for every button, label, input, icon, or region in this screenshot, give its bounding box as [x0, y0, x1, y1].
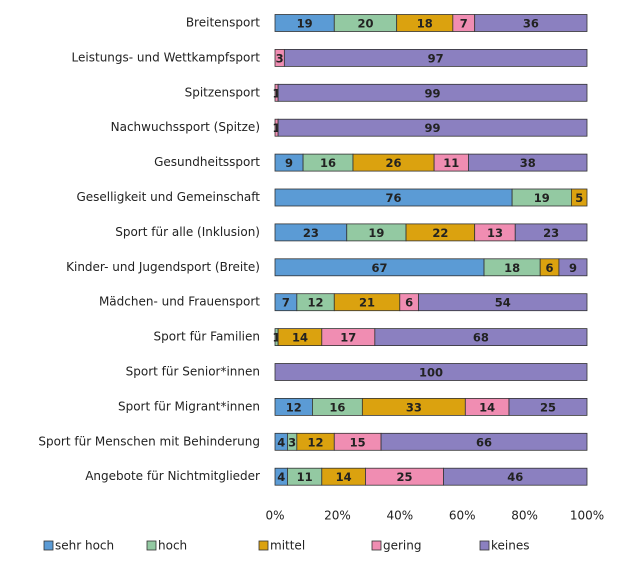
bar-segment: [443, 467, 588, 486]
y-tick-label: Sport für Senior*innen: [126, 365, 260, 379]
y-tick-label: Sport für Migrant*innen: [118, 399, 260, 413]
bar-segment: [277, 118, 588, 137]
x-tick-label: 80%: [511, 509, 538, 523]
bar-segment: [380, 432, 588, 451]
legend-swatch: [479, 540, 490, 551]
value-label: 33: [406, 400, 422, 414]
value-label: 4: [277, 435, 285, 449]
y-tick-label: Sport für Familien: [154, 330, 260, 344]
value-label: 1: [273, 121, 281, 135]
legend-swatch: [258, 540, 269, 551]
value-label: 26: [386, 156, 402, 170]
y-tick-label: Sport für alle (Inklusion): [115, 225, 260, 239]
bar-segment: [468, 153, 588, 172]
y-tick-label: Nachwuchssport (Spitze): [111, 120, 260, 134]
value-label: 54: [495, 296, 511, 310]
value-label: 76: [386, 191, 402, 205]
value-label: 66: [476, 435, 492, 449]
value-label: 99: [425, 86, 441, 100]
value-label: 14: [292, 331, 308, 345]
value-label: 38: [520, 156, 536, 170]
legend-label: gering: [383, 539, 422, 553]
value-label: 16: [329, 400, 345, 414]
value-label: 46: [507, 470, 523, 484]
value-label: 1: [273, 331, 281, 345]
value-label: 19: [534, 191, 550, 205]
bar-segment: [274, 363, 588, 381]
bar-segment: [508, 397, 588, 416]
value-label: 17: [340, 331, 356, 345]
value-label: 21: [359, 296, 375, 310]
value-label: 11: [443, 156, 459, 170]
bar-segment: [474, 14, 588, 32]
value-label: 19: [368, 226, 384, 240]
x-tick-label: 40%: [386, 509, 413, 523]
value-label: 22: [432, 226, 448, 240]
bar-segment: [283, 49, 588, 67]
value-label: 1: [273, 86, 281, 100]
legend-swatch: [371, 540, 382, 551]
value-label: 5: [575, 191, 583, 205]
value-label: 25: [396, 470, 412, 484]
bar-segment: [571, 188, 588, 207]
legend-label: mittel: [270, 539, 305, 553]
value-label: 9: [569, 261, 577, 275]
y-tick-label: Kinder- und Jugendsport (Breite): [66, 260, 260, 274]
value-label: 97: [428, 51, 444, 65]
value-label: 4: [277, 470, 285, 484]
value-label: 14: [336, 470, 352, 484]
legend-swatch: [43, 540, 54, 551]
x-tick-label: 0%: [265, 509, 284, 523]
value-label: 14: [479, 400, 495, 414]
value-label: 12: [286, 400, 302, 414]
bar-segment: [418, 293, 588, 312]
value-label: 16: [320, 156, 336, 170]
x-tick-label: 60%: [449, 509, 476, 523]
value-label: 3: [276, 51, 284, 65]
value-label: 3: [288, 435, 296, 449]
y-tick-label: Breitensport: [186, 16, 260, 30]
value-label: 19: [297, 17, 313, 31]
value-label: 18: [504, 261, 520, 275]
bar-segment: [514, 223, 588, 242]
bar-segment: [277, 83, 588, 102]
legend-label: sehr hoch: [55, 539, 114, 553]
x-tick-label: 100%: [570, 509, 604, 523]
value-label: 25: [540, 400, 556, 414]
value-label: 9: [285, 156, 293, 170]
bar-segment: [374, 328, 588, 347]
legend-swatch: [146, 540, 157, 551]
value-label: 100: [419, 366, 443, 380]
y-tick-label: Gesundheitssport: [154, 155, 260, 169]
y-tick-label: Sport für Menschen mit Behinderung: [38, 434, 260, 448]
value-label: 20: [357, 17, 373, 31]
y-tick-label: Spitzensport: [185, 85, 261, 99]
value-label: 6: [546, 261, 554, 275]
bar-segment: [558, 258, 588, 277]
value-label: 67: [372, 261, 388, 275]
y-tick-label: Mädchen- und Frauensport: [99, 295, 260, 309]
legend-label: keines: [491, 539, 529, 553]
value-label: 68: [473, 331, 489, 345]
value-label: 15: [350, 435, 366, 449]
value-label: 36: [523, 17, 539, 31]
y-tick-label: Geselligkeit und Gemeinschaft: [76, 190, 260, 204]
value-label: 12: [308, 296, 324, 310]
value-label: 7: [460, 17, 468, 31]
y-tick-label: Leistungs- und Wettkampfsport: [72, 50, 261, 64]
value-label: 23: [543, 226, 559, 240]
value-label: 11: [297, 470, 313, 484]
x-tick-label: 20%: [324, 509, 351, 523]
value-label: 23: [303, 226, 319, 240]
value-label: 18: [417, 17, 433, 31]
value-label: 7: [282, 296, 290, 310]
value-label: 12: [308, 435, 324, 449]
value-label: 99: [425, 121, 441, 135]
y-tick-label: Angebote für Nichtmitglieder: [85, 469, 260, 483]
value-label: 13: [487, 226, 503, 240]
legend-label: hoch: [158, 539, 187, 553]
value-label: 6: [405, 296, 413, 310]
